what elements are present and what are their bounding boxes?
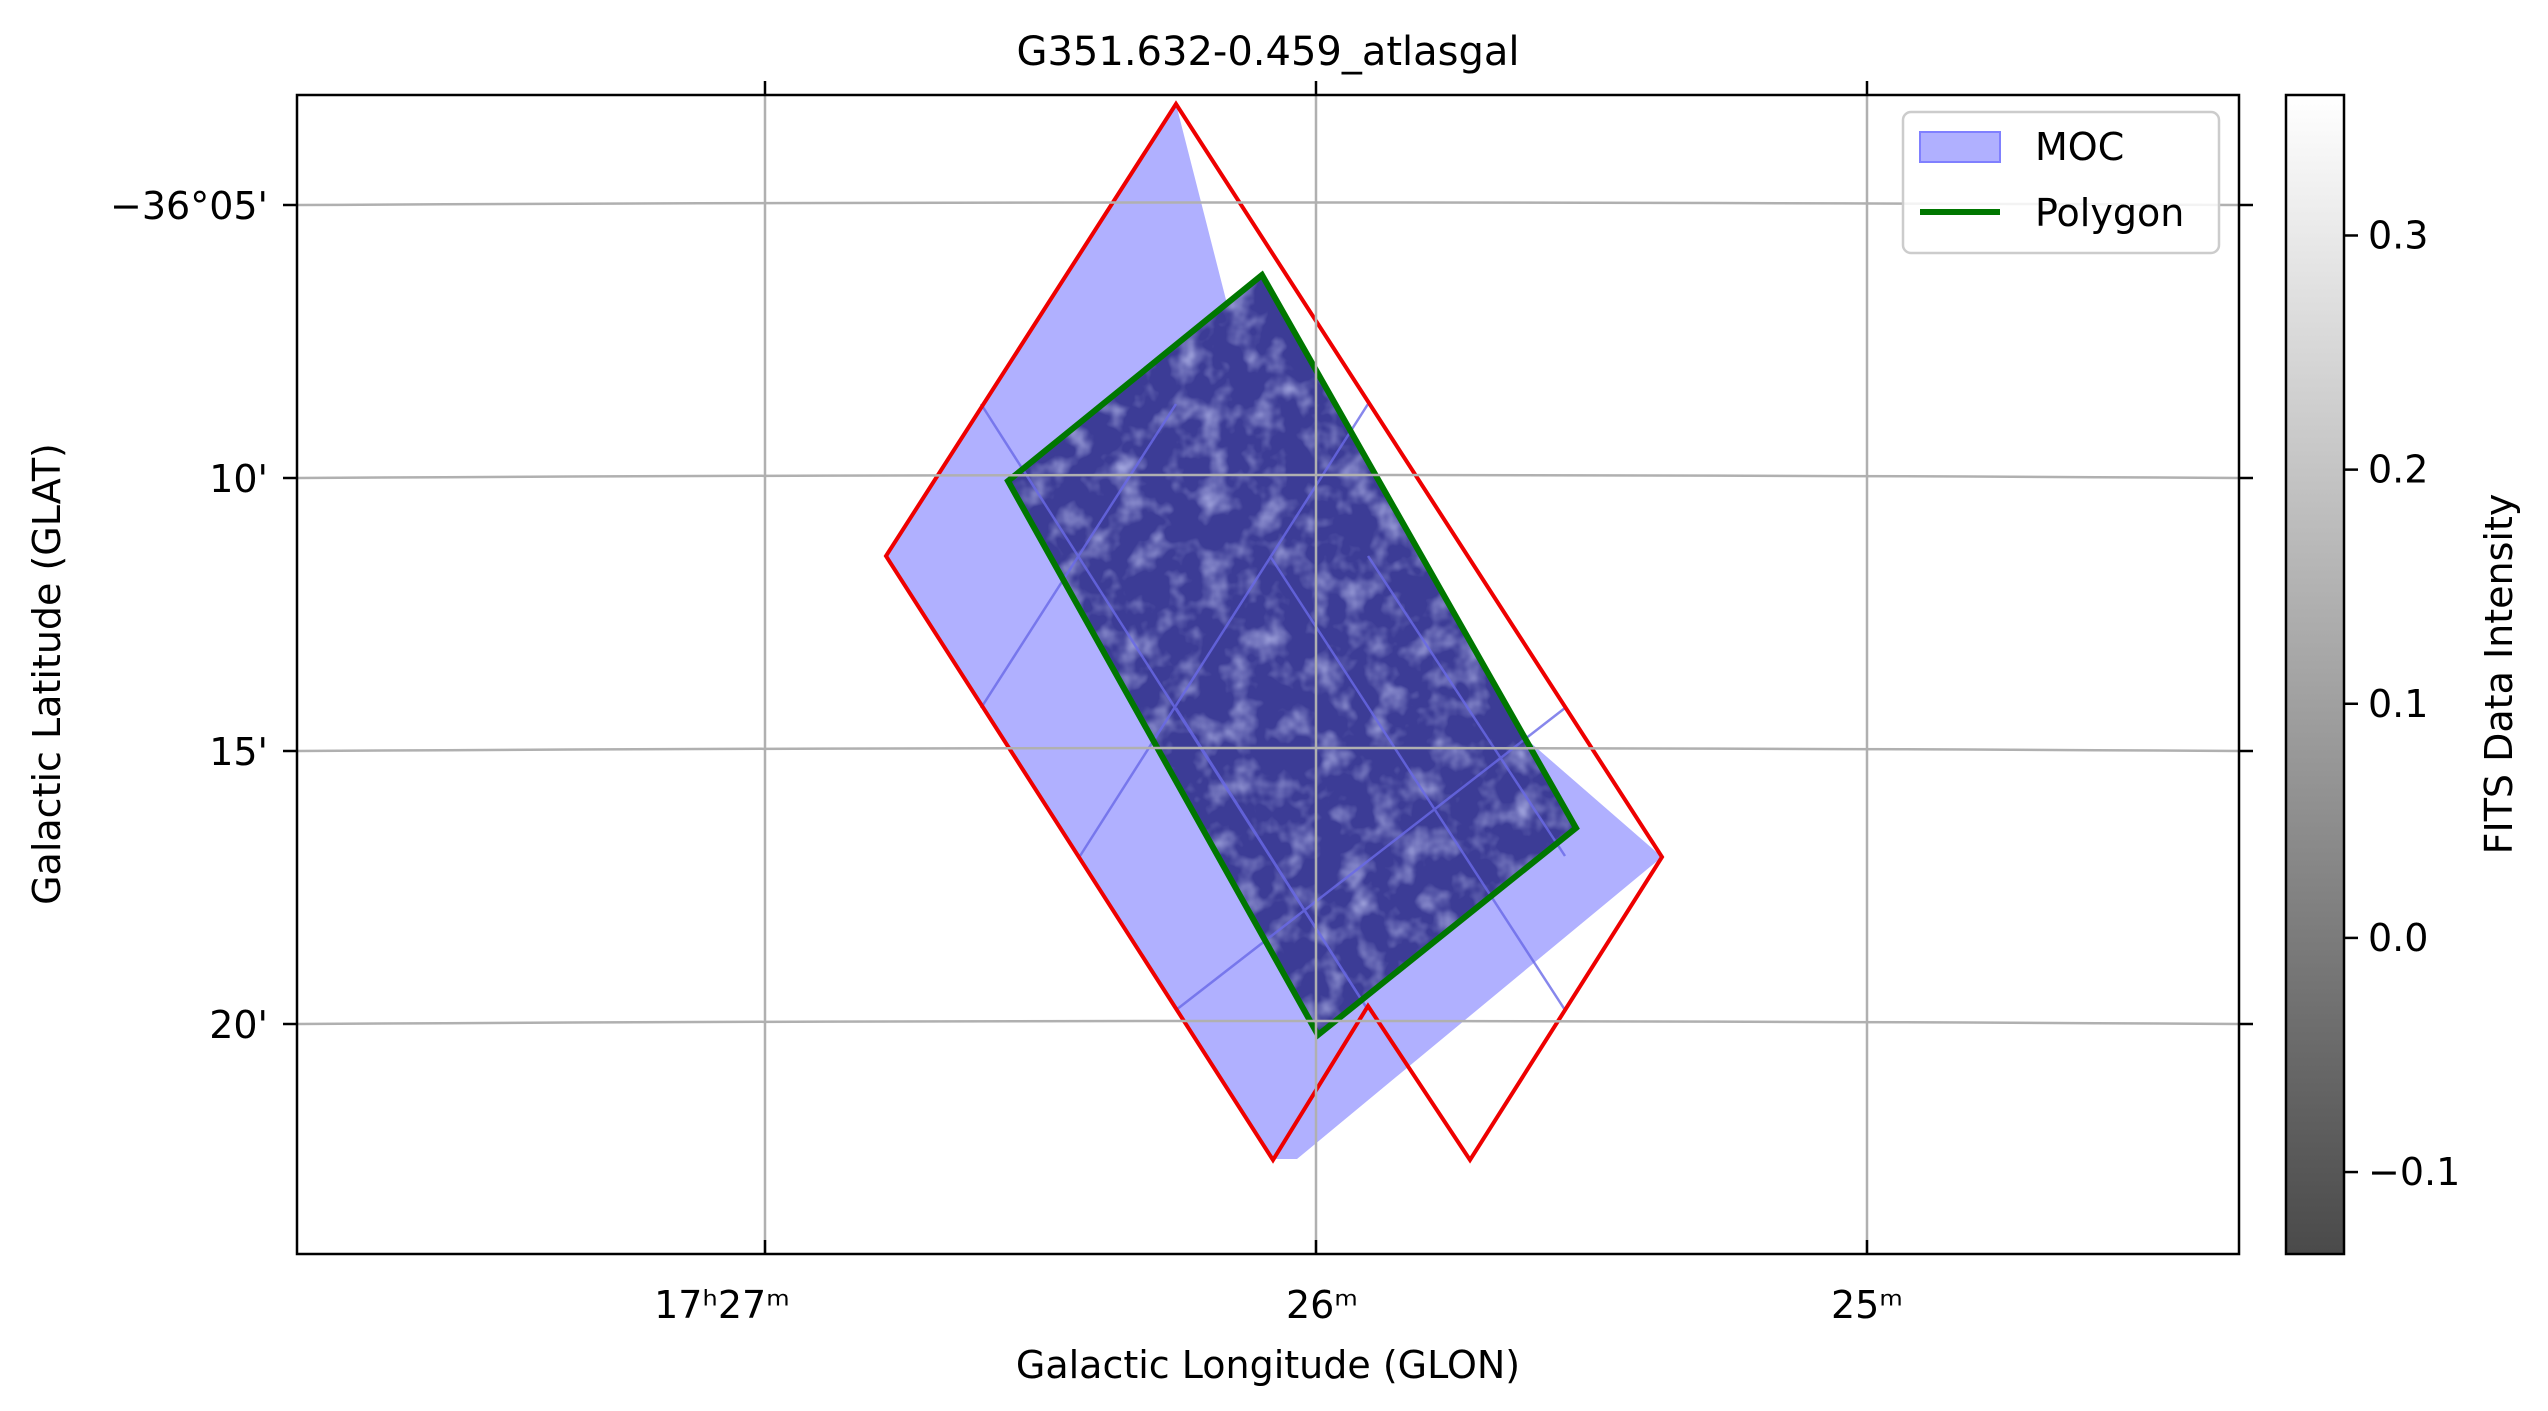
colorbar-tick-label: −0.1 <box>2368 1150 2460 1194</box>
x-tick-label: 25ᵐ <box>1831 1283 1903 1327</box>
colorbar-tick-label: 0.0 <box>2368 916 2428 960</box>
moc-outline <box>883 100 1665 1164</box>
y-tick-label: 20' <box>209 1003 268 1047</box>
colorbar-tick-label: 0.2 <box>2368 448 2428 492</box>
colorbar-gradient <box>2284 93 2346 1256</box>
legend: MOC Polygon <box>1901 110 2221 255</box>
legend-moc-swatch <box>1919 131 2001 163</box>
colorbar-label: FITS Data Intensity <box>2477 494 2521 855</box>
legend-moc-label: MOC <box>2035 125 2124 169</box>
moc-cell-boundaries <box>979 403 1567 1011</box>
y-tick-label: 10' <box>209 457 268 501</box>
x-ticks <box>763 81 1869 1254</box>
y-ticks <box>283 203 2253 1026</box>
colorbar-tick-label: 0.1 <box>2368 682 2428 726</box>
x-tick-label: 17ʰ27ᵐ <box>654 1283 790 1327</box>
polygon-outline <box>1004 270 1580 1040</box>
y-tick-label: 15' <box>209 730 268 774</box>
chart-title: G351.632-0.459_atlasgal <box>1016 29 1519 75</box>
x-axis-label: Galactic Longitude (GLON) <box>1016 1343 1520 1387</box>
colorbar: −0.1 0.0 0.1 0.2 0.3 FITS Data Intensity <box>2284 93 2521 1256</box>
axes-frame <box>295 93 2241 1256</box>
legend-polygon-label: Polygon <box>2035 191 2184 235</box>
y-tick-label: −36°05' <box>110 184 268 228</box>
x-tick-label: 26ᵐ <box>1286 1283 1358 1327</box>
plot-area <box>297 95 2239 1254</box>
grid <box>297 95 2239 1254</box>
y-axis-label: Galactic Latitude (GLAT) <box>25 443 69 905</box>
colorbar-ticks: −0.1 0.0 0.1 0.2 0.3 <box>2344 213 2460 1194</box>
colorbar-tick-label: 0.3 <box>2368 213 2428 257</box>
